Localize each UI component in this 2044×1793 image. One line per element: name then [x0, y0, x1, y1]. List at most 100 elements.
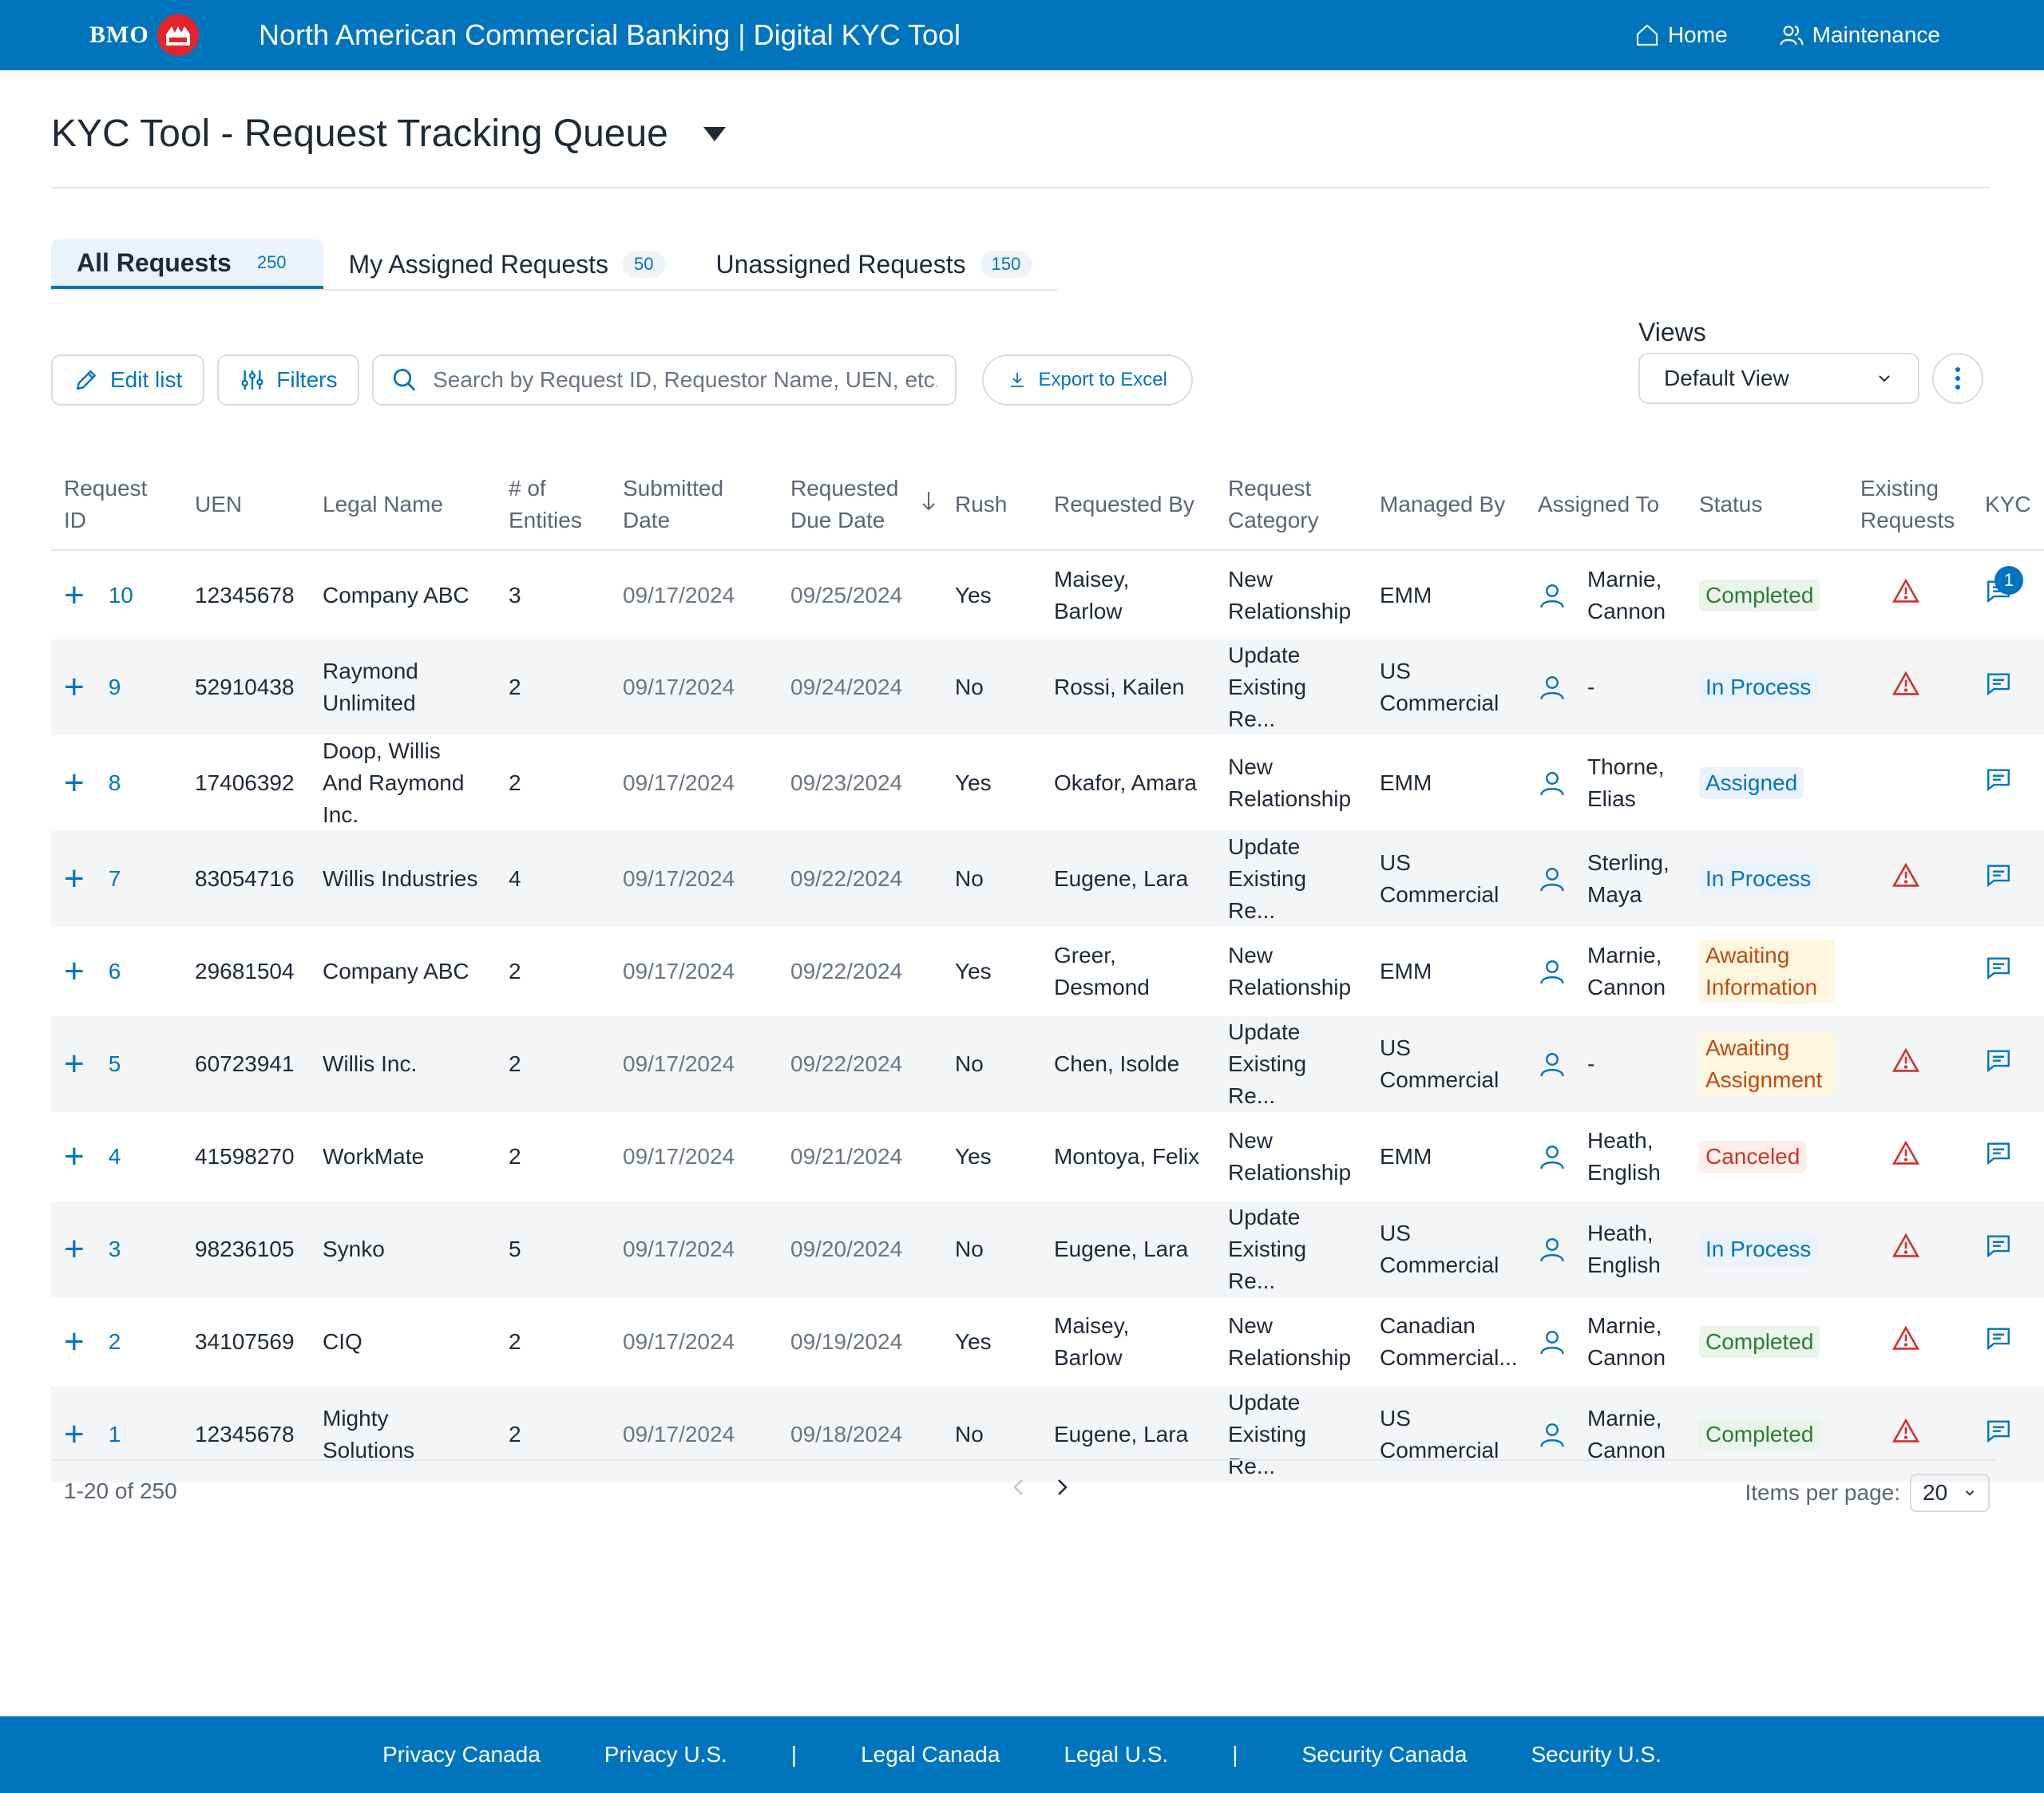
column-header[interactable]: UEN — [182, 460, 310, 551]
column-header[interactable]: Assigned To — [1525, 460, 1686, 551]
chevron-left-icon — [1013, 1479, 1023, 1495]
expand-row-plus-icon[interactable]: + — [64, 1137, 85, 1176]
existing-request-warning[interactable] — [1891, 1140, 1920, 1170]
nav-home[interactable]: Home — [1634, 22, 1728, 48]
items-per-page-select[interactable]: 20 — [1910, 1474, 1990, 1512]
footer-link[interactable]: Legal U.S. — [1064, 1742, 1169, 1767]
cell-legal-name: WorkMate — [323, 1144, 425, 1169]
table-row[interactable]: +9 52910438 Raymond Unlimited 2 09/17/2024 09… — [51, 639, 2044, 735]
expand-row-plus-icon[interactable]: + — [64, 859, 85, 898]
title-dropdown-caret-icon[interactable] — [703, 126, 726, 141]
chevron-down-icon — [1965, 1490, 1975, 1496]
column-header[interactable]: Requested By — [1041, 460, 1215, 551]
table-row[interactable]: +5 60723941 Willis Inc. 2 09/17/2024 09/22/20… — [51, 1016, 2044, 1112]
expand-row-plus-icon[interactable]: + — [64, 1322, 85, 1361]
cell-legal-name: Mighty Solutions — [310, 1387, 496, 1482]
kyc-comments-button[interactable] — [1985, 1139, 2012, 1175]
expand-row-plus-icon[interactable]: + — [64, 1044, 85, 1083]
existing-request-warning[interactable] — [1891, 1047, 1920, 1078]
table-row[interactable]: +8 17406392 Doop, Willis And Raymond Inc. 2… — [51, 735, 2044, 831]
cell-existing-requests — [1848, 550, 1972, 639]
search-input[interactable] — [433, 367, 938, 393]
kyc-comments-button[interactable] — [1985, 1047, 2012, 1083]
cell-uen: 41598270 — [195, 1144, 295, 1169]
request-id-link[interactable]: 4 — [108, 1144, 121, 1169]
request-id-link[interactable]: 2 — [108, 1329, 121, 1354]
next-page-button[interactable] — [1052, 1475, 1072, 1506]
filters-button[interactable]: Filters — [217, 354, 360, 406]
footer-link[interactable]: Security Canada — [1301, 1742, 1468, 1767]
comment-icon — [1987, 1419, 2010, 1443]
table-row[interactable]: +4 41598270 WorkMate 2 09/17/2024 09/21/2024 Y… — [51, 1112, 2044, 1201]
kyc-comments-button[interactable] — [1985, 766, 2012, 802]
request-id-link[interactable]: 5 — [108, 1051, 121, 1076]
table-row[interactable]: +3 98236105 Synko 5 09/17/2024 09/20/2024 No Eu… — [51, 1201, 2044, 1297]
expand-row-plus-icon[interactable]: + — [64, 763, 85, 802]
column-header[interactable]: Managed By — [1367, 460, 1525, 551]
table-row[interactable]: +2 34107569 CIQ 2 09/17/2024 09/19/2024 Yes Mai… — [51, 1297, 2044, 1387]
request-id-link[interactable]: 3 — [108, 1237, 121, 1261]
existing-request-warning[interactable] — [1891, 671, 1920, 701]
table-row[interactable]: +1 12345678 Mighty Solutions 2 09/17/2024 09/… — [51, 1387, 2044, 1482]
cell-uen: 83054716 — [182, 831, 310, 927]
column-header[interactable]: Request Category — [1215, 460, 1367, 551]
cell-status: Completed — [1686, 550, 1848, 639]
views-label: Views — [1638, 318, 1706, 346]
request-id-link[interactable]: 8 — [108, 770, 121, 795]
expand-row-plus-icon[interactable]: + — [64, 1415, 85, 1454]
tab-my-assigned-requests[interactable]: My Assigned Requests 50 — [323, 239, 691, 289]
edit-list-button[interactable]: Edit list — [51, 354, 205, 406]
expand-row-plus-icon[interactable]: + — [64, 1229, 85, 1269]
request-id-link[interactable]: 6 — [108, 959, 121, 984]
existing-request-warning[interactable] — [1891, 1418, 1920, 1448]
request-id-link[interactable]: 1 — [108, 1422, 121, 1447]
column-header[interactable]: Requested Due Date — [778, 460, 942, 551]
brand-logo[interactable]: BMO — [89, 14, 199, 56]
sort-descending-icon[interactable] — [920, 490, 937, 513]
kyc-comments-button[interactable]: 1 — [1985, 566, 2023, 613]
expand-row-plus-icon[interactable]: + — [64, 952, 85, 991]
table-row[interactable]: +10 12345678 Company ABC 3 09/17/2024 09/25/2… — [51, 550, 2044, 639]
column-header[interactable]: # of Entities — [496, 460, 610, 551]
cell-existing-requests — [1848, 1297, 1972, 1387]
existing-request-warning[interactable] — [1891, 1325, 1920, 1356]
footer-link[interactable]: Security U.S. — [1531, 1742, 1662, 1767]
views-select[interactable]: Default View — [1638, 353, 1919, 404]
table-row[interactable]: +7 83054716 Willis Industries 4 09/17/2024 09… — [51, 831, 2044, 927]
kyc-comments-button[interactable] — [1985, 1417, 2012, 1453]
existing-request-warning[interactable] — [1891, 862, 1920, 893]
footer-link[interactable]: Legal Canada — [861, 1742, 1000, 1767]
kyc-comments-button[interactable] — [1985, 670, 2012, 706]
existing-request-warning[interactable] — [1891, 1233, 1920, 1263]
column-header-label: Assigned To — [1538, 492, 1660, 517]
expand-row-plus-icon[interactable]: + — [64, 575, 85, 615]
column-header[interactable]: Submitted Date — [610, 460, 778, 551]
table-row[interactable]: +6 29681504 Company ABC 2 09/17/2024 09/22/20… — [51, 927, 2044, 1016]
export-to-excel-button[interactable]: Export to Excel — [982, 354, 1193, 406]
footer-link[interactable]: Privacy U.S. — [604, 1742, 727, 1767]
column-header[interactable]: Rush — [942, 460, 1041, 551]
nav-maintenance[interactable]: Maintenance — [1779, 22, 1940, 48]
column-header[interactable]: Legal Name — [310, 460, 496, 551]
request-id-link[interactable]: 10 — [108, 582, 133, 608]
existing-request-warning[interactable] — [1891, 578, 1920, 608]
column-header[interactable]: Request ID — [51, 460, 182, 551]
prev-page-button[interactable] — [1009, 1475, 1028, 1506]
cell-requested-by: Maisey, Barlow — [1054, 566, 1130, 623]
column-header[interactable]: Status — [1686, 460, 1848, 551]
column-header[interactable]: KYC — [1972, 460, 2044, 551]
kyc-comments-button[interactable] — [1985, 1324, 2012, 1360]
kyc-comments-button[interactable] — [1985, 954, 2012, 990]
tab-all-requests[interactable]: All Requests 250 — [51, 239, 323, 289]
expand-row-plus-icon[interactable]: + — [64, 667, 85, 707]
column-header[interactable]: Existing Requests — [1848, 460, 1972, 551]
kyc-comments-button[interactable] — [1985, 1232, 2012, 1268]
warning-triangle-icon — [1891, 1140, 1920, 1165]
kyc-comments-button[interactable] — [1985, 861, 2012, 897]
request-id-link[interactable]: 9 — [108, 675, 121, 699]
tab-unassigned-requests[interactable]: Unassigned Requests 150 — [691, 239, 1058, 289]
footer-link[interactable]: Privacy Canada — [382, 1742, 541, 1767]
cell-kyc — [1972, 639, 2044, 735]
request-id-link[interactable]: 7 — [108, 866, 121, 891]
more-options-button[interactable] — [1932, 353, 1983, 404]
